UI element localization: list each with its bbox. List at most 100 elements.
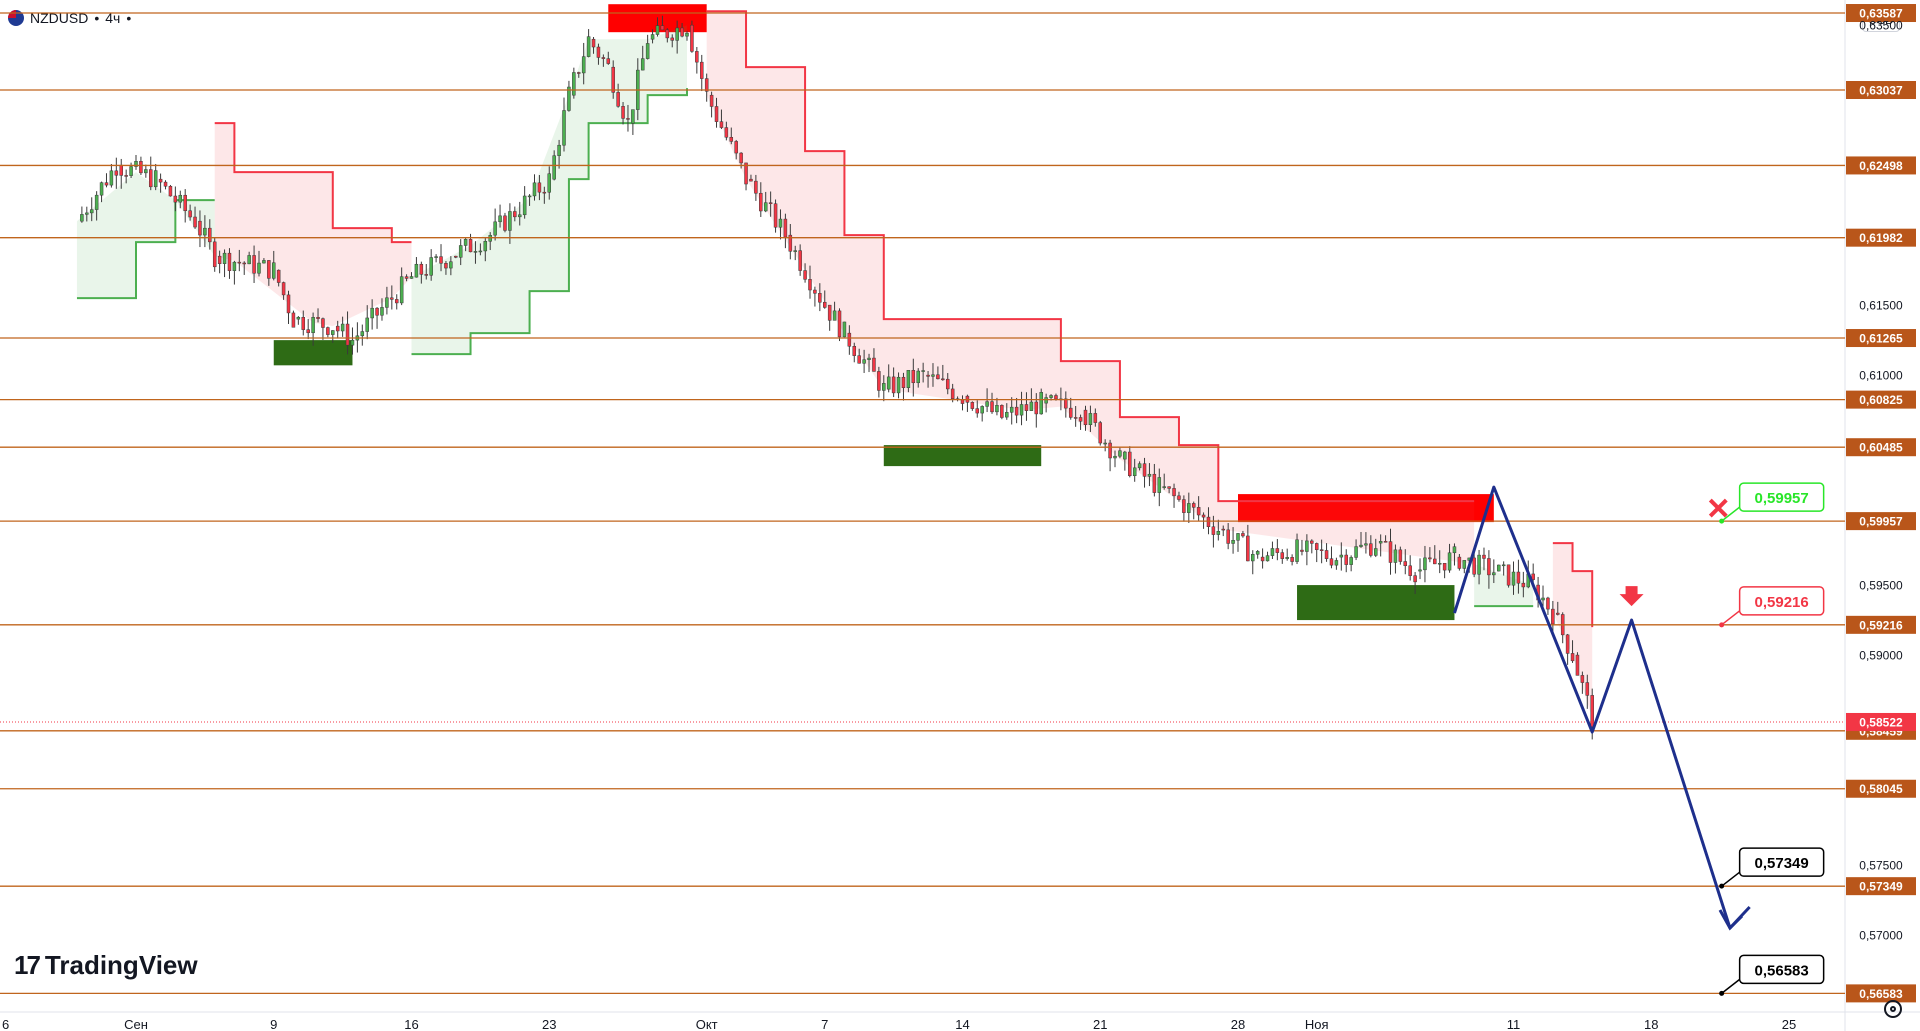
level-label-bg xyxy=(1846,984,1916,1003)
target-label: 0,57349 xyxy=(1755,855,1809,872)
supertrend-down-line xyxy=(706,10,1475,503)
candle-body xyxy=(1423,557,1427,571)
symbol-header[interactable]: NZDUSD • 4ч • xyxy=(8,10,131,26)
candle-body xyxy=(124,175,128,177)
candle-body xyxy=(1585,682,1590,696)
level-label-bg xyxy=(1846,779,1916,798)
candle-body xyxy=(1157,477,1162,493)
candle-body xyxy=(522,195,527,216)
candle-body xyxy=(1236,533,1240,541)
candle-body xyxy=(1191,503,1196,508)
candle-body xyxy=(611,66,615,93)
target-leader xyxy=(1721,871,1741,887)
candle-body xyxy=(1354,546,1358,558)
candle-body xyxy=(385,297,389,308)
candle-body xyxy=(778,218,783,228)
candle-body xyxy=(931,374,935,377)
settings-gear-icon[interactable] xyxy=(1884,1000,1902,1018)
y-tick-label: 0,59500 xyxy=(1859,579,1903,593)
candle-body xyxy=(596,46,601,58)
candle-body xyxy=(217,255,222,264)
candle-body xyxy=(695,51,699,63)
candle-body xyxy=(1275,548,1280,553)
candle-body xyxy=(262,260,266,264)
candle-body xyxy=(99,182,104,196)
candle-body xyxy=(1034,401,1039,415)
candle-body xyxy=(276,269,281,283)
candle-body xyxy=(1068,407,1073,418)
candle-body xyxy=(458,245,463,258)
candle-body xyxy=(1359,544,1363,547)
candle-body xyxy=(85,212,89,215)
candle-body xyxy=(414,263,419,278)
candle-body xyxy=(650,34,655,40)
candle-body xyxy=(1172,488,1176,497)
candle-body xyxy=(449,261,453,269)
candle-body xyxy=(808,279,812,291)
candle-body xyxy=(517,214,522,218)
candle-body xyxy=(995,405,999,413)
candle-body xyxy=(503,215,507,231)
candle-body xyxy=(1447,552,1452,571)
candle-body xyxy=(1029,401,1034,411)
level-label-bg xyxy=(1846,329,1916,348)
candle-body xyxy=(1083,409,1088,426)
candle-body xyxy=(1324,550,1329,559)
candle-body xyxy=(567,86,571,111)
candle-body xyxy=(94,194,99,210)
candle-body xyxy=(793,250,797,252)
candle-body xyxy=(586,36,591,57)
candle-body xyxy=(1290,557,1294,562)
candle-body xyxy=(1314,543,1319,550)
projection-arrowhead-icon xyxy=(1718,909,1744,931)
candle-body xyxy=(1482,554,1486,559)
candle-body xyxy=(714,106,719,122)
candle-body xyxy=(419,263,424,275)
candle-body xyxy=(803,270,807,280)
candle-body xyxy=(763,202,768,212)
candle-body xyxy=(645,43,650,59)
candle-body xyxy=(1492,572,1496,576)
candle-body xyxy=(301,316,306,330)
candle-body xyxy=(463,239,468,246)
candle-body xyxy=(380,307,384,316)
candle-body xyxy=(862,359,866,364)
candle-body xyxy=(104,182,109,186)
candle-body xyxy=(1231,540,1235,544)
candle-body xyxy=(1206,516,1211,527)
candle-body xyxy=(483,240,488,252)
candle-body xyxy=(783,218,788,238)
candle-body xyxy=(242,262,246,265)
candle-body xyxy=(114,170,119,176)
candle-body xyxy=(222,252,227,264)
candle-body xyxy=(316,317,320,319)
target-leader xyxy=(1721,978,1741,994)
candle-body xyxy=(183,194,187,212)
candle-body xyxy=(1137,463,1142,469)
candle-body xyxy=(1472,557,1476,575)
x-tick-label: 23 xyxy=(542,1017,556,1031)
candle-body xyxy=(798,250,802,271)
candle-body xyxy=(134,161,138,167)
candle-body xyxy=(365,317,369,332)
candle-body xyxy=(527,195,532,198)
timeframe[interactable]: 4ч xyxy=(105,10,121,26)
candle-body xyxy=(188,210,192,218)
candle-body xyxy=(473,251,478,253)
candle-body xyxy=(1221,528,1225,531)
x-tick-label: 21 xyxy=(1093,1017,1107,1031)
candle-body xyxy=(1078,417,1083,422)
candle-body xyxy=(739,152,743,164)
candle-body xyxy=(326,327,330,335)
candle-body xyxy=(655,25,660,35)
candle-body xyxy=(1216,531,1221,535)
candle-body xyxy=(926,374,930,377)
candle-body xyxy=(990,401,994,413)
x-tick-label: Окт xyxy=(696,1017,718,1031)
y-tick-label: 0,59000 xyxy=(1859,649,1903,663)
candle-body xyxy=(311,317,315,334)
candle-body xyxy=(1265,555,1270,562)
candle-body xyxy=(129,166,133,176)
candle-body xyxy=(916,370,920,384)
